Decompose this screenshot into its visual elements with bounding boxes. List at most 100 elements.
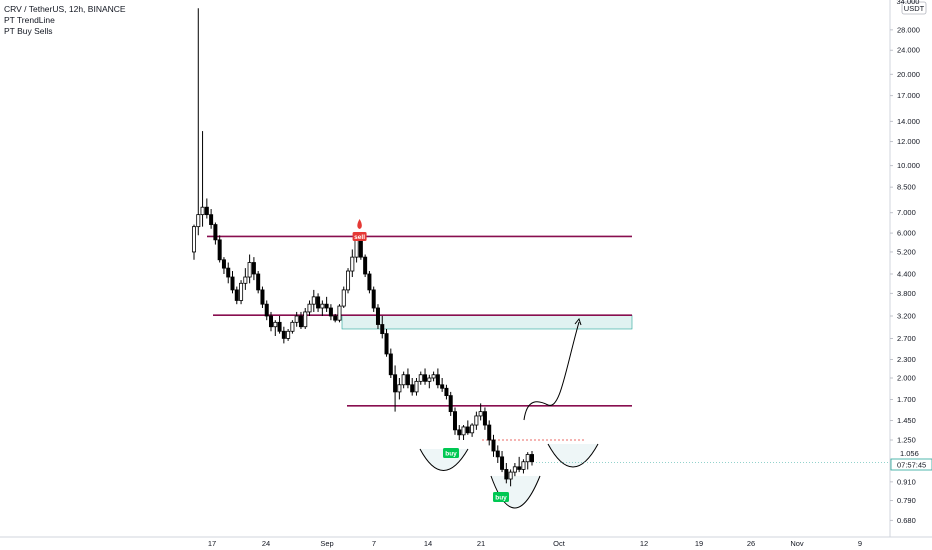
candle-body[interactable] bbox=[221, 259, 226, 269]
candle-body[interactable] bbox=[495, 450, 500, 458]
candle-body[interactable] bbox=[243, 276, 248, 284]
candle-body[interactable] bbox=[251, 262, 256, 275]
candle-body[interactable] bbox=[256, 273, 261, 291]
sell-drop-icon bbox=[357, 219, 362, 229]
projection-arrow-path[interactable] bbox=[523, 321, 580, 421]
candle-body[interactable] bbox=[393, 374, 398, 393]
candle-body[interactable] bbox=[191, 226, 196, 253]
candle-body[interactable] bbox=[281, 330, 286, 339]
candle-body[interactable] bbox=[401, 374, 406, 386]
candle-body[interactable] bbox=[482, 411, 487, 426]
candle-body[interactable] bbox=[500, 456, 505, 470]
indicator-trendline-label[interactable]: PT TrendLine bbox=[4, 15, 55, 25]
candle-body[interactable] bbox=[444, 387, 449, 397]
candle-body[interactable] bbox=[504, 469, 509, 480]
candle-body[interactable] bbox=[273, 321, 278, 328]
candle-body[interactable] bbox=[461, 426, 466, 436]
indicator-buysells-label[interactable]: PT Buy Sells bbox=[4, 26, 53, 36]
candle-body[interactable] bbox=[363, 256, 368, 275]
candle-body[interactable] bbox=[286, 330, 291, 339]
candle-body[interactable] bbox=[521, 461, 526, 470]
candle-body[interactable] bbox=[247, 262, 252, 278]
cup-curve-projected[interactable] bbox=[547, 443, 599, 468]
candle-body[interactable] bbox=[517, 466, 522, 470]
buy-signal-badge-2[interactable] bbox=[493, 492, 509, 502]
candle-body[interactable] bbox=[375, 307, 380, 325]
candle-body[interactable] bbox=[457, 429, 462, 436]
candle-body[interactable] bbox=[530, 454, 535, 463]
candle-body[interactable] bbox=[474, 415, 479, 426]
candle-body[interactable] bbox=[418, 374, 423, 382]
candle-body[interactable] bbox=[307, 303, 312, 313]
currency-box[interactable] bbox=[901, 1, 927, 15]
candle-body[interactable] bbox=[491, 439, 496, 452]
candle-body[interactable] bbox=[487, 424, 492, 441]
buy-signal-badge-1[interactable] bbox=[443, 448, 459, 458]
candle-body[interactable] bbox=[209, 214, 214, 225]
candle-body[interactable] bbox=[260, 289, 265, 305]
symbol-title[interactable]: CRV / TetherUS, 12h, BINANCE bbox=[4, 4, 126, 14]
candle-body[interactable] bbox=[427, 377, 432, 382]
candle-body[interactable] bbox=[303, 311, 308, 328]
candle-body[interactable] bbox=[423, 374, 428, 382]
candle-body[interactable] bbox=[465, 426, 470, 434]
candle-body[interactable] bbox=[239, 282, 244, 301]
candle-body[interactable] bbox=[226, 267, 231, 278]
candle-body[interactable] bbox=[213, 224, 218, 241]
candle-body[interactable] bbox=[448, 395, 453, 413]
candle-body[interactable] bbox=[290, 321, 295, 332]
candle-body[interactable] bbox=[217, 239, 222, 261]
candle-body[interactable] bbox=[388, 353, 393, 376]
candle-body[interactable] bbox=[277, 321, 282, 332]
candle-body[interactable] bbox=[440, 384, 445, 389]
candle-body[interactable] bbox=[380, 324, 385, 335]
candle-body[interactable] bbox=[435, 374, 440, 386]
candle-body[interactable] bbox=[320, 303, 325, 309]
candle-body[interactable] bbox=[358, 239, 363, 258]
x-tick-label: 21 bbox=[477, 539, 485, 548]
candle-body[interactable] bbox=[196, 214, 201, 228]
candle-body[interactable] bbox=[298, 315, 303, 328]
candle-body[interactable] bbox=[350, 256, 355, 272]
candle-body[interactable] bbox=[264, 303, 269, 317]
candle-body[interactable] bbox=[525, 454, 530, 463]
candle-body[interactable] bbox=[384, 333, 389, 355]
candle-body[interactable] bbox=[294, 315, 299, 323]
candle-body[interactable] bbox=[470, 424, 475, 434]
candle-body[interactable] bbox=[200, 206, 205, 216]
candle-body[interactable] bbox=[333, 315, 338, 321]
candle-body[interactable] bbox=[508, 471, 513, 480]
candle-body[interactable] bbox=[414, 380, 419, 393]
price-axis[interactable] bbox=[890, 0, 932, 550]
candle-body[interactable] bbox=[405, 374, 410, 386]
candle-body[interactable] bbox=[431, 374, 436, 379]
candle-body[interactable] bbox=[328, 307, 333, 317]
candle-body[interactable] bbox=[337, 305, 342, 321]
candle-body[interactable] bbox=[354, 239, 359, 258]
candle-body[interactable] bbox=[346, 270, 351, 291]
candle-body[interactable] bbox=[311, 296, 316, 305]
candle-body[interactable] bbox=[316, 296, 321, 309]
candle-body[interactable] bbox=[478, 411, 483, 417]
sell-signal-badge[interactable] bbox=[352, 232, 367, 241]
candle-body[interactable] bbox=[512, 466, 517, 473]
candle-body[interactable] bbox=[324, 303, 329, 309]
candle-body[interactable] bbox=[269, 315, 274, 328]
candle-body[interactable] bbox=[367, 273, 372, 291]
candle-body[interactable] bbox=[204, 206, 209, 216]
candle-body[interactable] bbox=[234, 289, 239, 301]
candle-body[interactable] bbox=[230, 276, 235, 291]
y-tick-label: 12.000 bbox=[897, 137, 920, 146]
cup-curve-right[interactable] bbox=[490, 475, 541, 509]
candle-body[interactable] bbox=[397, 384, 402, 393]
countdown-box[interactable] bbox=[890, 458, 932, 471]
x-tick-label: 7 bbox=[372, 539, 376, 548]
candle-body[interactable] bbox=[371, 289, 376, 309]
target-zone-box[interactable] bbox=[341, 314, 633, 330]
candle-body[interactable] bbox=[452, 411, 457, 431]
candle-body[interactable] bbox=[410, 384, 415, 393]
candle-body[interactable] bbox=[341, 289, 346, 307]
cup-curve-left[interactable] bbox=[419, 448, 469, 471]
